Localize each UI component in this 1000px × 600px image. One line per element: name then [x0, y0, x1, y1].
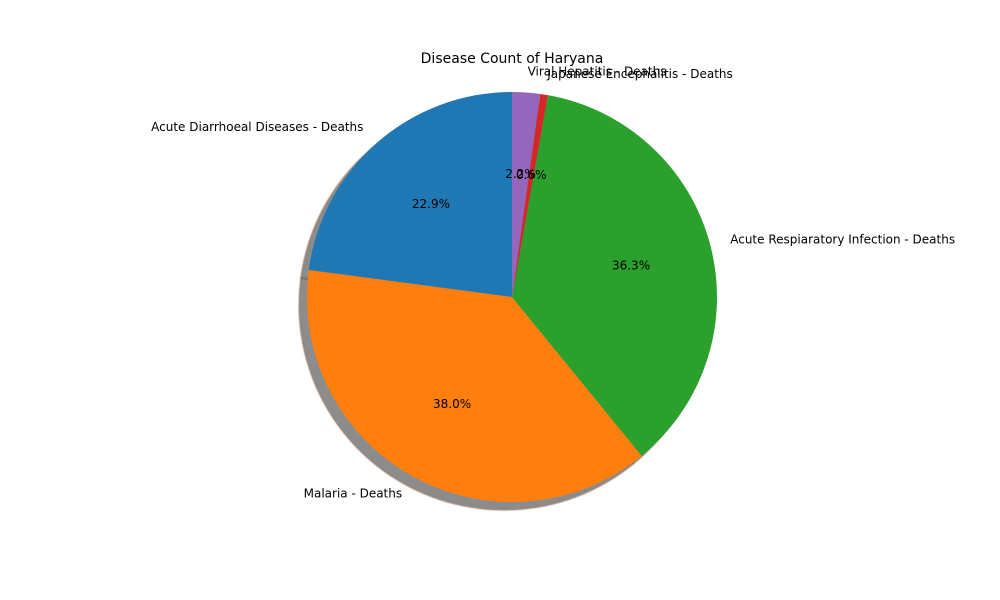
slice-pct-acute-respiaratory-infection-deaths: 36.3%: [612, 259, 650, 273]
slice-pct-malaria-deaths: 38.0%: [433, 397, 471, 411]
slice-japanese-encephalitis-deaths: [512, 93, 548, 297]
pie-labels: Acute Diarrhoeal Diseases - Deaths 22.9% M…: [151, 65, 955, 501]
slice-acute-respiaratory-infection-deaths: [512, 95, 717, 456]
slice-label-viral-hepatitis-deaths: Viral Hepatitis - Deaths: [528, 65, 667, 79]
slice-label-japanese-encephalitis-deaths: Japanese Encephalitis - Deaths: [546, 67, 733, 81]
slice-label-malaria-deaths: Malaria - Deaths: [304, 486, 403, 500]
pie-slices: [306, 92, 717, 503]
slice-label-acute-respiaratory-infection-deaths: Acute Respiaratory Infection - Deaths: [730, 233, 955, 247]
slice-acute-diarrhoeal-diseases-deaths: [308, 92, 512, 297]
chart-title: Disease Count of Haryana: [421, 51, 604, 67]
slice-pct-viral-hepatitis-deaths: 2.2%: [505, 167, 536, 181]
slice-pct-japanese-encephalitis-deaths: 0.6%: [516, 168, 547, 182]
slice-pct-acute-diarrhoeal-diseases-deaths: 22.9%: [412, 197, 450, 211]
slice-viral-hepatitis-deaths: [512, 92, 541, 297]
slice-malaria-deaths: [306, 270, 642, 503]
slice-label-acute-diarrhoeal-diseases-deaths: Acute Diarrhoeal Diseases - Deaths: [151, 120, 363, 134]
